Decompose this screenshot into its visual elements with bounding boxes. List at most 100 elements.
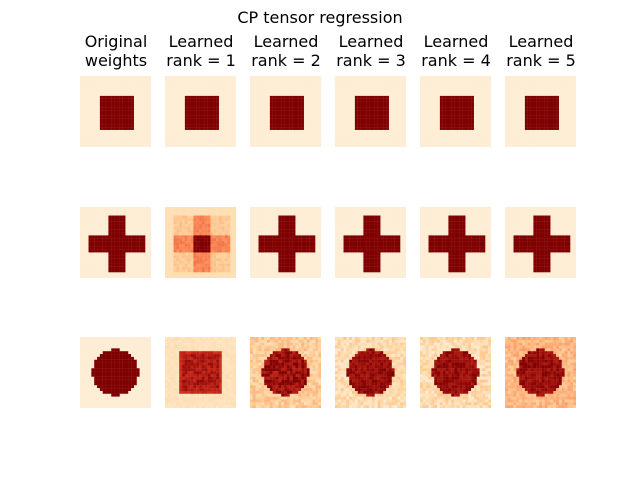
heatmap-cell bbox=[114, 115, 118, 119]
heatmap-cell bbox=[218, 107, 222, 111]
heatmap-cell bbox=[318, 107, 321, 111]
heatmap-cell bbox=[524, 132, 528, 136]
heatmap-cell bbox=[133, 87, 137, 91]
heatmap-cell bbox=[167, 144, 171, 147]
heatmap-cell bbox=[468, 78, 472, 82]
heatmap-cell bbox=[213, 229, 217, 233]
heatmap-cell bbox=[269, 115, 273, 119]
heatmap-cell bbox=[182, 144, 186, 147]
heatmap-cell bbox=[397, 127, 401, 131]
heatmap-cell bbox=[145, 255, 149, 259]
heatmap-cell bbox=[473, 84, 477, 88]
heatmap-cell bbox=[227, 121, 231, 125]
heatmap-cell bbox=[374, 95, 378, 99]
heatmap-cell bbox=[170, 98, 174, 102]
heatmap-cell bbox=[216, 215, 220, 219]
heatmap-cell bbox=[210, 90, 214, 94]
heatmap-cell bbox=[170, 138, 174, 142]
heatmap-cell bbox=[97, 101, 101, 105]
heatmap-cell bbox=[119, 207, 123, 210]
heatmap-cell bbox=[184, 207, 188, 210]
heatmap-cell bbox=[286, 141, 290, 145]
heatmap-cell bbox=[420, 78, 423, 82]
heatmap-cell bbox=[102, 107, 106, 111]
heatmap-cell bbox=[292, 101, 296, 105]
heatmap-cell bbox=[224, 246, 228, 250]
heatmap-cell bbox=[213, 241, 217, 245]
heatmap-cell bbox=[80, 243, 83, 247]
heatmap-cell bbox=[136, 135, 140, 139]
heatmap-cell bbox=[201, 129, 205, 133]
heatmap-cell bbox=[346, 78, 350, 82]
heatmap-cell bbox=[114, 138, 118, 142]
heatmap-cell bbox=[128, 95, 132, 99]
heatmap-cell bbox=[128, 207, 132, 210]
heatmap-cell bbox=[479, 129, 483, 133]
heatmap-cell bbox=[216, 95, 220, 99]
heatmap-cell bbox=[179, 112, 183, 116]
heatmap-cell bbox=[403, 90, 406, 94]
heatmap-cell bbox=[258, 129, 262, 133]
heatmap-cell bbox=[122, 84, 126, 88]
heatmap-cell bbox=[122, 112, 126, 116]
heatmap-cell bbox=[445, 124, 449, 128]
heatmap-cell bbox=[125, 224, 129, 228]
heatmap-cell bbox=[108, 95, 112, 99]
heatmap-cell bbox=[210, 224, 214, 228]
heatmap-cell bbox=[111, 226, 115, 230]
heatmap-cell bbox=[216, 118, 220, 122]
heatmap-cell bbox=[258, 110, 262, 114]
heatmap-cell bbox=[182, 138, 186, 142]
heatmap-cell bbox=[187, 215, 191, 219]
heatmap-cell bbox=[210, 112, 214, 116]
heatmap-cell bbox=[386, 115, 390, 119]
heatmap-cell bbox=[82, 243, 86, 247]
heatmap-cell bbox=[476, 78, 480, 82]
heatmap-cell bbox=[371, 110, 375, 114]
heatmap-cell bbox=[213, 135, 217, 139]
heatmap-cell bbox=[420, 76, 423, 79]
heatmap-cell bbox=[482, 98, 486, 102]
heatmap-cell bbox=[119, 249, 123, 253]
heatmap-cell bbox=[97, 215, 101, 219]
heatmap-cell bbox=[233, 249, 236, 253]
heatmap-cell bbox=[218, 118, 222, 122]
heatmap-cell bbox=[445, 132, 449, 136]
heatmap-cell bbox=[105, 218, 109, 222]
heatmap-cell bbox=[527, 124, 531, 128]
heatmap-cell bbox=[471, 90, 475, 94]
heatmap-cell bbox=[456, 78, 460, 82]
heatmap-cell bbox=[184, 81, 188, 85]
heatmap-cell bbox=[380, 138, 384, 142]
heatmap-cell bbox=[558, 115, 562, 119]
heatmap-cell bbox=[204, 252, 208, 256]
heatmap-cell bbox=[431, 98, 435, 102]
heatmap-cell bbox=[425, 121, 429, 125]
heatmap-cell bbox=[102, 132, 106, 136]
heatmap-cell bbox=[230, 110, 234, 114]
heatmap-cell bbox=[167, 226, 171, 230]
heatmap-cell bbox=[346, 132, 350, 136]
heatmap-cell bbox=[471, 95, 475, 99]
heatmap-cell bbox=[519, 76, 523, 79]
heatmap-cell bbox=[102, 81, 106, 85]
heatmap-cell bbox=[224, 215, 228, 219]
heatmap-cell bbox=[272, 129, 276, 133]
heatmap-cell bbox=[536, 93, 540, 97]
heatmap-cell bbox=[142, 87, 146, 91]
heatmap-cell bbox=[281, 87, 285, 91]
heatmap-cell bbox=[465, 138, 469, 142]
heatmap-cell bbox=[306, 78, 310, 82]
heatmap-cell bbox=[111, 260, 115, 264]
heatmap-cell bbox=[145, 93, 149, 97]
heatmap-cell bbox=[196, 218, 200, 222]
heatmap-cell bbox=[179, 118, 183, 122]
heatmap-cell bbox=[184, 249, 188, 253]
heatmap-cell bbox=[488, 144, 491, 147]
heatmap-cell bbox=[289, 121, 293, 125]
heatmap-cell bbox=[255, 104, 259, 108]
heatmap-cell bbox=[88, 218, 92, 222]
heatmap-cell bbox=[403, 132, 406, 136]
heatmap-cell bbox=[114, 132, 118, 136]
heatmap-cell bbox=[380, 144, 384, 147]
